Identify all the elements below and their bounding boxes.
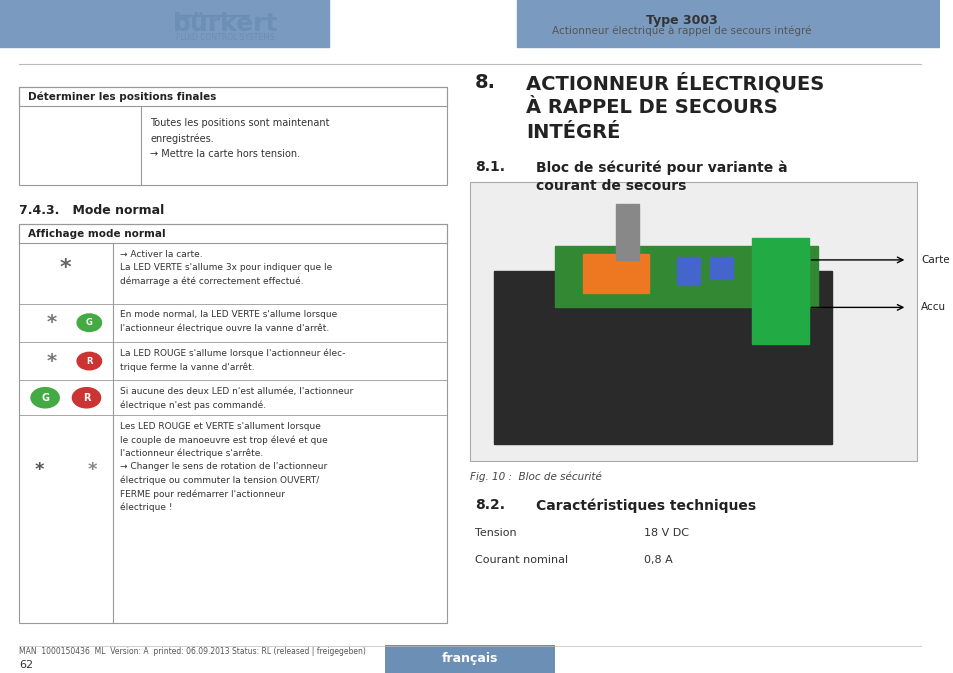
Bar xyxy=(19,224,446,623)
Bar xyxy=(19,224,446,243)
Text: Bloc de sécurité pour variante à
courant de secours: Bloc de sécurité pour variante à courant… xyxy=(536,160,786,193)
Text: 8.2.: 8.2. xyxy=(475,498,504,512)
Text: 8.: 8. xyxy=(475,73,496,92)
Circle shape xyxy=(31,388,59,408)
Bar xyxy=(385,645,554,673)
Text: R: R xyxy=(86,357,92,365)
Text: 62: 62 xyxy=(19,660,33,670)
Text: Déterminer les positions finales: Déterminer les positions finales xyxy=(29,92,216,102)
Text: G: G xyxy=(86,318,92,327)
Text: Courant nominal: Courant nominal xyxy=(475,555,567,565)
Text: La LED ROUGE s'allume lorsque l'actionneur élec-: La LED ROUGE s'allume lorsque l'actionne… xyxy=(120,349,345,358)
Text: Carte: Carte xyxy=(921,255,949,265)
Text: En mode normal, la LED VERTE s'allume lorsque: En mode normal, la LED VERTE s'allume lo… xyxy=(120,310,337,319)
Text: l'actionneur électrique s'arrête.: l'actionneur électrique s'arrête. xyxy=(120,449,263,458)
Text: le couple de manoeuvre est trop élevé et que: le couple de manoeuvre est trop élevé et… xyxy=(120,435,328,445)
Text: FLUID CONTROL SYSTEMS: FLUID CONTROL SYSTEMS xyxy=(176,33,274,42)
Text: Caractéristiques techniques: Caractéristiques techniques xyxy=(536,498,755,513)
Text: G: G xyxy=(41,393,49,402)
Bar xyxy=(470,182,916,461)
Bar xyxy=(615,204,639,260)
Text: *: * xyxy=(34,461,44,479)
Text: bürkert: bürkert xyxy=(172,12,278,36)
Bar xyxy=(493,271,831,444)
Text: La LED VERTE s'allume 3x pour indiquer que le: La LED VERTE s'allume 3x pour indiquer q… xyxy=(120,263,333,272)
Text: *: * xyxy=(47,351,57,371)
Text: électrique ou commuter la tension OUVERT/: électrique ou commuter la tension OUVERT… xyxy=(120,476,319,485)
Bar xyxy=(709,257,733,279)
Text: Actionneur électrique à rappel de secours intégré: Actionneur électrique à rappel de secour… xyxy=(551,26,810,36)
Text: ACTIONNEUR ÉLECTRIQUES
À RAPPEL DE SECOURS
INTÉGRÉ: ACTIONNEUR ÉLECTRIQUES À RAPPEL DE SECOU… xyxy=(526,73,824,142)
Bar xyxy=(517,0,939,47)
Circle shape xyxy=(77,353,101,370)
Bar xyxy=(19,87,446,106)
Text: → Activer la carte.: → Activer la carte. xyxy=(120,250,203,258)
Text: Type 3003: Type 3003 xyxy=(645,13,717,27)
Text: FERME pour redémarrer l'actionneur: FERME pour redémarrer l'actionneur xyxy=(120,489,285,499)
Text: Affichage mode normal: Affichage mode normal xyxy=(29,229,166,238)
Bar xyxy=(554,246,817,308)
Text: R: R xyxy=(83,393,91,402)
Text: → Changer le sens de rotation de l'actionneur: → Changer le sens de rotation de l'actio… xyxy=(120,462,327,471)
Text: *: * xyxy=(88,461,97,479)
Text: l'actionneur électrique ouvre la vanne d'arrêt.: l'actionneur électrique ouvre la vanne d… xyxy=(120,324,329,333)
Text: Tension: Tension xyxy=(475,528,516,538)
Bar xyxy=(19,87,446,185)
Text: Si aucune des deux LED n'est allumée, l'actionneur: Si aucune des deux LED n'est allumée, l'… xyxy=(120,387,354,396)
Text: français: français xyxy=(441,652,497,666)
Text: 7.4.3.   Mode normal: 7.4.3. Mode normal xyxy=(19,204,164,217)
Text: démarrage a été correctement effectué.: démarrage a été correctement effectué. xyxy=(120,277,304,286)
Text: *: * xyxy=(60,258,71,278)
Text: enregistrées.: enregistrées. xyxy=(151,134,214,145)
Text: électrique !: électrique ! xyxy=(120,503,172,512)
Text: 18 V DC: 18 V DC xyxy=(643,528,688,538)
Text: 8.1.: 8.1. xyxy=(475,160,504,174)
Text: Fig. 10 :  Bloc de sécurité: Fig. 10 : Bloc de sécurité xyxy=(470,471,601,482)
Text: Les LED ROUGE et VERTE s'allument lorsque: Les LED ROUGE et VERTE s'allument lorsqu… xyxy=(120,422,321,431)
Circle shape xyxy=(72,388,100,408)
Text: → Mettre la carte hors tension.: → Mettre la carte hors tension. xyxy=(151,149,300,160)
Text: Accu: Accu xyxy=(921,302,945,312)
Text: *: * xyxy=(47,313,57,332)
Bar xyxy=(751,238,808,344)
Text: Toutes les positions sont maintenant: Toutes les positions sont maintenant xyxy=(151,118,330,129)
Bar xyxy=(677,257,700,285)
Text: trique ferme la vanne d'arrêt.: trique ferme la vanne d'arrêt. xyxy=(120,362,254,371)
Text: 0,8 A: 0,8 A xyxy=(643,555,672,565)
Bar xyxy=(0,0,329,47)
Text: MAN  1000150436  ML  Version: A  printed: 06.09.2013 Status: RL (released | frei: MAN 1000150436 ML Version: A printed: 06… xyxy=(19,647,365,656)
Text: électrique n'est pas commandé.: électrique n'est pas commandé. xyxy=(120,400,266,410)
Circle shape xyxy=(77,314,101,332)
Bar xyxy=(582,254,648,293)
